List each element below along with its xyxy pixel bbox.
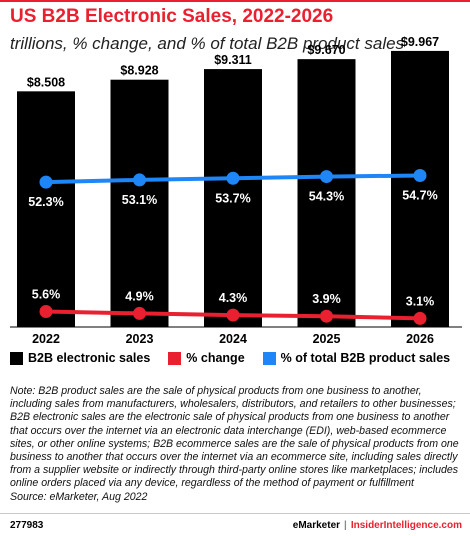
legend-item-change: % change: [168, 351, 245, 365]
chart-plot: $8.508 $8.928 $9.311 $9.670 $9.967 2022 2023 20…: [10, 35, 462, 346]
legend-label-change: % change: [186, 351, 245, 365]
legend-swatch-change: [168, 351, 182, 365]
legend-swatch-share: [262, 351, 276, 365]
bar-2024: [204, 69, 262, 327]
share-point-2025: [320, 170, 333, 184]
bar-label-2022: $8.508: [27, 75, 65, 89]
change-point-2023: [133, 306, 146, 320]
bar-label-2025: $9.670: [307, 43, 345, 57]
x-tick-2024: 2024: [219, 332, 247, 346]
change-label-2022: 5.6%: [32, 287, 61, 301]
share-label-2025: 54.3%: [309, 190, 344, 204]
legend-swatch-sales: [10, 351, 23, 365]
legend-item-share: % of total B2B product sales: [262, 351, 451, 365]
bar-2025: [297, 59, 356, 328]
footer-separator: |: [344, 520, 347, 531]
footer-site: InsiderIntelligence.com: [350, 520, 462, 531]
bar-label-2024: $9.311: [214, 53, 252, 67]
chart-title: US B2B Electronic Sales, 2022-2026: [10, 6, 334, 27]
source-text: Source: eMarketer, Aug 2022: [10, 490, 148, 503]
bar-2023: [110, 79, 169, 327]
share-label-2024: 53.7%: [215, 191, 250, 205]
note-text: Note: B2B product sales are the sale of …: [10, 385, 459, 490]
top-accent-rule: [0, 0, 470, 2]
share-point-2026: [413, 168, 427, 182]
x-tick-2026: 2026: [406, 332, 434, 346]
bar-label-2026: $9.967: [401, 35, 439, 49]
footer-rule: [0, 513, 470, 514]
change-point-2022: [39, 304, 53, 318]
share-point-2023: [133, 173, 146, 187]
share-label-2022: 52.3%: [28, 195, 63, 209]
legend-item-sales: B2B electronic sales: [10, 351, 150, 365]
legend-label-sales: B2B electronic sales: [28, 351, 151, 365]
share-point-2024: [226, 171, 240, 185]
footer: 277983 eMarketer | InsiderIntelligence.com: [0, 516, 470, 536]
bar-2022: [17, 91, 75, 327]
legend-label-share: % of total B2B product sales: [280, 351, 451, 365]
footer-brand: eMarketer | InsiderIntelligence.com: [293, 520, 462, 531]
change-label-2023: 4.9%: [125, 289, 154, 303]
change-point-2026: [413, 311, 427, 325]
chart-note: Note: B2B product sales are the sale of …: [10, 385, 462, 504]
share-point-2022: [39, 175, 53, 189]
bar-label-2023: $8.928: [120, 64, 158, 78]
share-label-2023: 53.1%: [122, 193, 157, 207]
footer-chart-id: 277983: [10, 520, 44, 531]
share-label-2026: 54.7%: [402, 188, 437, 202]
change-label-2026: 3.1%: [406, 294, 435, 308]
footer-brand-name: eMarketer: [292, 520, 341, 531]
chart-legend: B2B electronic sales % change % of total…: [10, 351, 465, 365]
change-label-2025: 3.9%: [312, 292, 341, 306]
x-tick-2022: 2022: [32, 332, 60, 346]
chart-subtitle: trillions, % change, and % of total B2B …: [10, 34, 405, 53]
change-point-2025: [320, 309, 333, 323]
x-tick-2025: 2025: [313, 332, 341, 346]
x-tick-2023: 2023: [126, 332, 154, 346]
change-label-2024: 4.3%: [219, 291, 248, 305]
bar-2026: [391, 50, 449, 328]
change-point-2024: [226, 308, 240, 322]
